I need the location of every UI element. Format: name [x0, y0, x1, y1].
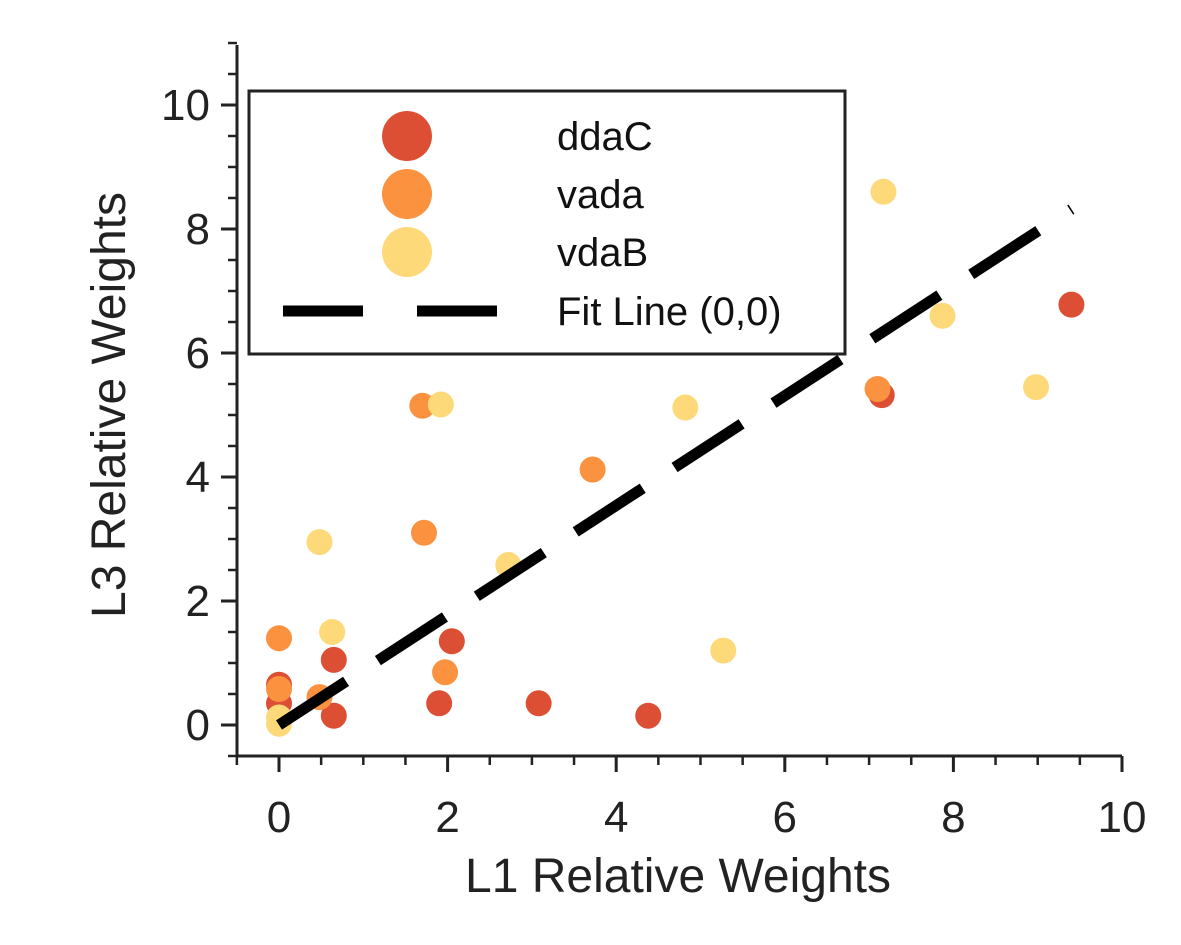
x-axis-title: L1 Relative Weights — [465, 850, 891, 903]
data-point-vdaB — [710, 637, 737, 664]
data-point-vdaB — [929, 302, 956, 329]
legend-label-vdaB: vdaB — [557, 231, 648, 275]
data-point-vada — [409, 392, 436, 419]
data-point-ddaC — [1058, 291, 1085, 318]
fit-line — [275, 204, 1075, 730]
data-points — [266, 178, 1085, 737]
legend-label-fit-line: Fit Line (0,0) — [557, 290, 782, 334]
y-tick-label: 2 — [186, 577, 210, 626]
legend-marker-vada — [382, 169, 432, 219]
x-tick-label: 6 — [773, 793, 797, 842]
x-tick-label: 10 — [1098, 793, 1147, 842]
x-tick-label: 0 — [267, 793, 291, 842]
legend-marker-ddaC — [382, 111, 432, 161]
y-tick-label: 0 — [186, 701, 210, 750]
axes: 0 2 4 6 8 10 0 2 4 6 8 10 — [161, 41, 1147, 842]
y-tick-label: 10 — [161, 81, 210, 130]
x-tick-label: 4 — [604, 793, 628, 842]
legend-marker-vdaB — [382, 227, 432, 277]
y-tick-label: 6 — [186, 329, 210, 378]
x-tick-label: 2 — [435, 793, 459, 842]
data-point-vada — [266, 625, 292, 652]
data-point-ddaC — [635, 702, 662, 729]
y-axis-title: L3 Relative Weights — [83, 192, 136, 618]
legend: ddaC vada vdaB Fit Line (0,0) — [247, 89, 847, 356]
data-point-ddaC — [525, 690, 552, 717]
fit-line-layer — [275, 204, 1075, 730]
data-point-vdaB — [870, 178, 897, 205]
data-point-vada — [432, 659, 459, 686]
data-point-ddaC — [438, 628, 465, 655]
y-tick-label: 8 — [186, 205, 210, 254]
x-tick-label: 8 — [941, 793, 965, 842]
data-point-vdaB — [672, 394, 699, 421]
data-point-vada — [410, 519, 437, 546]
data-point-vdaB — [427, 391, 454, 418]
y-tick-label: 4 — [186, 453, 210, 502]
legend-label-vada: vada — [557, 173, 644, 217]
legend-label-ddaC: ddaC — [557, 115, 653, 159]
data-point-vdaB — [306, 529, 333, 556]
data-point-vdaB — [319, 619, 346, 645]
data-point-vada — [579, 456, 606, 483]
data-point-ddaC — [320, 702, 347, 729]
data-point-vada — [266, 676, 292, 703]
data-point-vdaB — [1023, 374, 1050, 401]
data-point-ddaC — [320, 646, 347, 673]
data-point-ddaC — [426, 690, 453, 717]
data-point-vada — [864, 375, 891, 402]
